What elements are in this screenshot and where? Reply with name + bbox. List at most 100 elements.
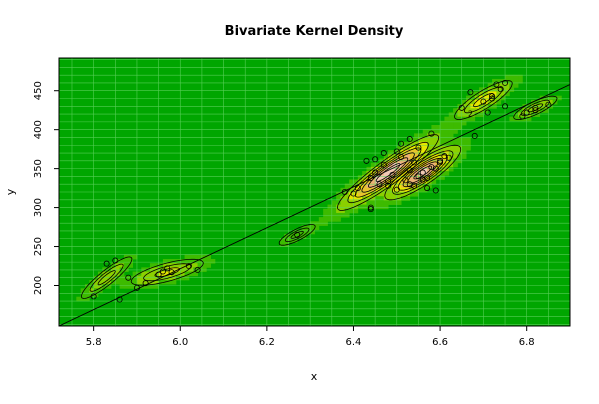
density-cell <box>370 162 376 168</box>
density-cell <box>314 221 320 226</box>
density-cell <box>431 145 437 151</box>
density-cell <box>496 87 502 92</box>
density-cell <box>366 204 372 210</box>
density-cell <box>301 233 307 239</box>
density-cell <box>448 125 454 130</box>
density-cell <box>366 171 372 176</box>
density-cell <box>180 263 185 268</box>
density-cell <box>531 112 536 118</box>
density-cell <box>431 125 437 130</box>
x-axis-label: x <box>311 370 318 383</box>
density-cell <box>370 200 376 205</box>
density-cell <box>444 171 450 176</box>
density-cell <box>102 275 108 281</box>
density-cell <box>149 275 155 281</box>
contour-line <box>278 224 316 246</box>
density-cell <box>418 141 424 147</box>
density-cell <box>370 192 376 197</box>
density-cell <box>353 179 359 185</box>
density-cell <box>362 171 367 176</box>
density-cell <box>336 204 341 210</box>
density-cell <box>414 192 419 197</box>
data-points <box>90 79 552 303</box>
density-cell <box>344 208 350 214</box>
data-point <box>194 266 201 273</box>
density-cell <box>89 288 95 293</box>
data-point <box>133 284 140 291</box>
density-cell <box>414 133 419 138</box>
density-cell <box>448 112 454 118</box>
density-cell <box>422 141 428 147</box>
density-cell <box>483 91 489 97</box>
data-point <box>367 204 374 211</box>
density-cell <box>349 179 354 185</box>
density-cell <box>136 275 142 281</box>
density-cell <box>154 275 159 281</box>
density-cell <box>453 141 458 147</box>
y-axis-label: y <box>4 188 17 195</box>
density-cell <box>466 145 471 151</box>
density-cell <box>414 175 419 180</box>
density-cell <box>97 275 103 281</box>
density-cell <box>353 200 359 205</box>
density-cell <box>344 200 350 205</box>
density-cell <box>418 150 424 155</box>
density-cell <box>97 284 103 289</box>
density-cell <box>461 108 467 113</box>
density-cell <box>431 175 437 180</box>
density-cell <box>466 116 471 122</box>
density-cell <box>379 196 385 201</box>
density-cell <box>379 179 385 185</box>
density-cell <box>418 133 424 138</box>
data-point <box>125 274 132 281</box>
density-cell <box>414 141 419 147</box>
density-cell <box>474 112 480 118</box>
plot-area: 2 <box>59 58 570 326</box>
density-cell <box>453 150 458 155</box>
density-cell <box>500 83 506 88</box>
density-cell <box>76 296 82 302</box>
density-cell <box>531 108 536 113</box>
density-cell <box>175 259 181 264</box>
data-point <box>484 109 491 116</box>
density-cell <box>448 141 454 147</box>
density-cell <box>188 259 194 264</box>
density-cell <box>513 74 519 80</box>
density-cell <box>383 154 389 159</box>
data-point <box>497 86 504 93</box>
density-cell <box>396 200 402 205</box>
data-point <box>372 169 379 176</box>
data-point <box>437 159 444 166</box>
density-cell <box>466 112 471 118</box>
contour-line <box>89 263 124 292</box>
data-point <box>419 169 426 176</box>
density-cell <box>383 200 389 205</box>
density-cell <box>492 91 497 97</box>
density-cell <box>418 183 424 189</box>
density-cell <box>362 187 367 193</box>
density-cell <box>119 279 125 285</box>
density-cell <box>422 162 428 168</box>
density-cell <box>453 162 458 168</box>
density-cell <box>435 154 441 159</box>
data-point <box>545 101 552 108</box>
density-cell <box>444 125 450 130</box>
density-cell <box>431 133 437 138</box>
density-cell <box>435 129 441 134</box>
density-cell <box>401 166 406 172</box>
density-cell <box>201 259 207 264</box>
density-cell <box>123 263 129 268</box>
density-cell <box>392 150 398 155</box>
density-cell <box>154 263 159 268</box>
density-cell <box>396 183 402 189</box>
data-point <box>159 268 166 275</box>
density-cell <box>557 95 562 101</box>
density-cell <box>206 263 211 268</box>
density-cell <box>513 116 519 122</box>
density-cell <box>357 175 363 180</box>
density-cell <box>353 204 359 210</box>
density-cell <box>453 154 458 159</box>
density-cell <box>327 208 333 214</box>
density-cell <box>97 288 103 293</box>
density-cell <box>80 296 86 302</box>
